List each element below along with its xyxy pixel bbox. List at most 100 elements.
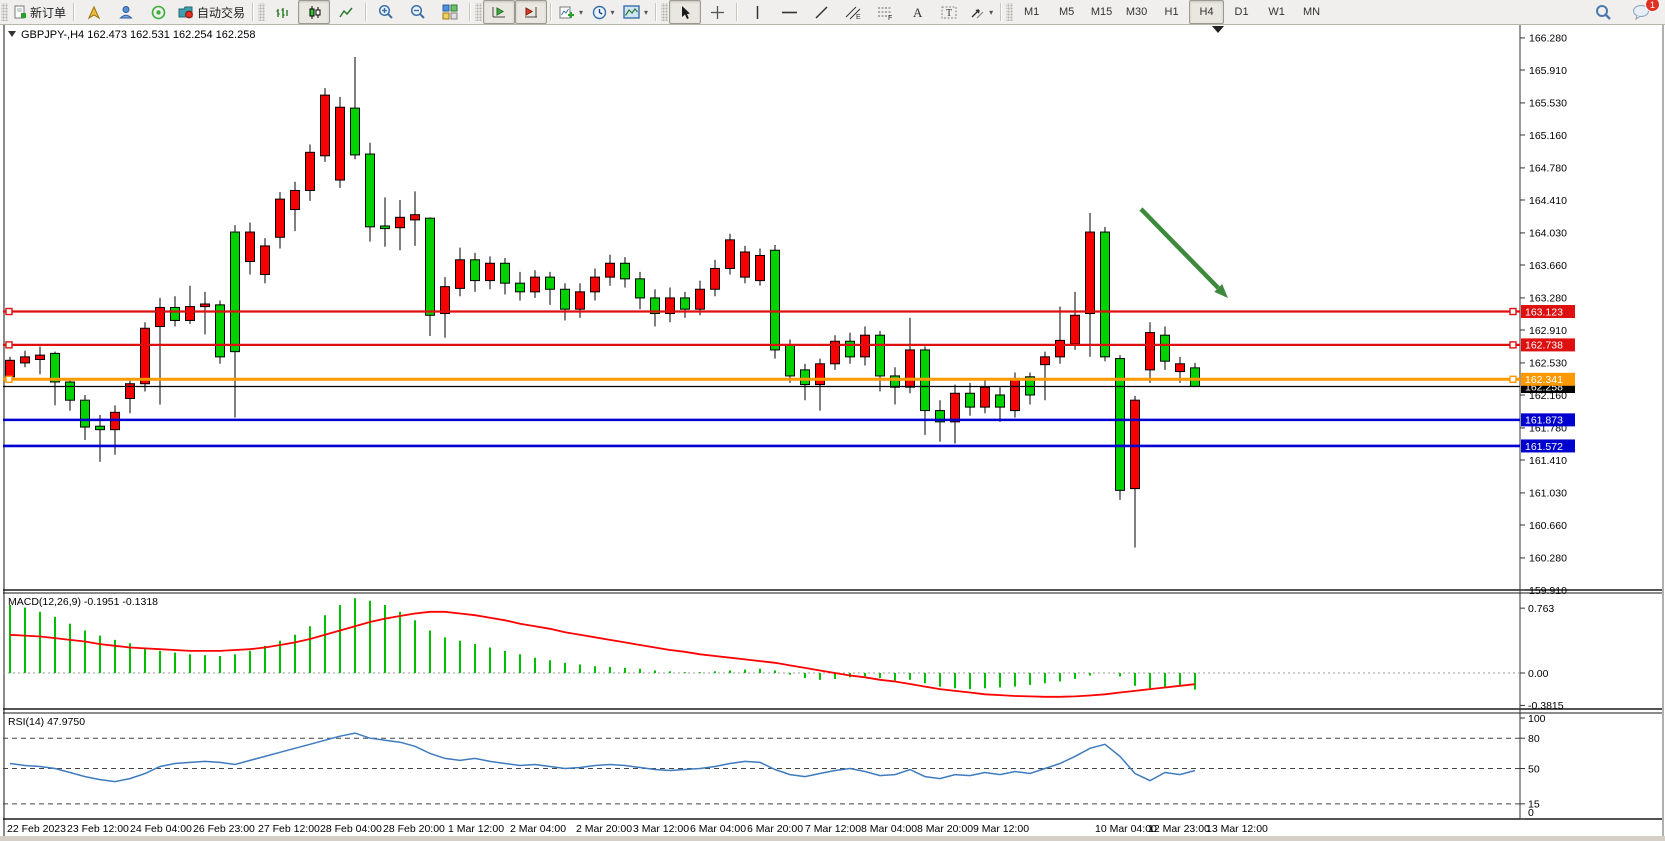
trend-arrow[interactable]: [1139, 207, 1228, 298]
svg-text:24 Feb 04:00: 24 Feb 04:00: [130, 823, 192, 835]
gold-arrow-icon: [87, 5, 100, 19]
shift-marker[interactable]: [1212, 26, 1224, 33]
svg-text:165.160: 165.160: [1529, 130, 1567, 142]
toolbar-grip[interactable]: [1, 3, 8, 21]
text-button[interactable]: A: [901, 0, 933, 24]
price-label: [1521, 305, 1575, 319]
signal-icon: [151, 5, 165, 19]
svg-text:12 Mar 23:00: 12 Mar 23:00: [1148, 823, 1210, 835]
main-toolbar: 新订单 自动交易: [0, 0, 1665, 25]
svg-text:8 Mar 04:00: 8 Mar 04:00: [861, 823, 917, 835]
zoom-in-button[interactable]: [370, 0, 402, 24]
trendline-button[interactable]: [805, 0, 837, 24]
shapes-icon: [971, 8, 984, 18]
svg-text:161.572: 161.572: [1525, 441, 1563, 453]
fibonacci-button[interactable]: F: [869, 0, 901, 24]
tf-d1-button[interactable]: D1: [1234, 6, 1249, 18]
cursor-button[interactable]: [669, 0, 702, 24]
tf-m1-button[interactable]: M1: [1023, 6, 1040, 18]
svg-text:2 Mar 04:00: 2 Mar 04:00: [510, 823, 566, 835]
autotrade-icon: [178, 6, 193, 19]
period-clock-button[interactable]: ▾: [587, 0, 619, 24]
svg-text:163.660: 163.660: [1529, 260, 1567, 272]
notifications-button[interactable]: 1: [1625, 0, 1660, 24]
horizontal-line-icon: [781, 11, 797, 13]
signal-button[interactable]: [142, 0, 174, 24]
svg-text:0.00: 0.00: [1528, 668, 1549, 680]
bar-chart-icon: [276, 7, 288, 18]
tf-m30-button[interactable]: M30: [1125, 6, 1148, 18]
svg-text:162.738: 162.738: [1525, 340, 1563, 352]
hline-handle[interactable]: [5, 341, 13, 349]
candlestick-icon: [309, 5, 321, 19]
chart-title-caret[interactable]: [8, 31, 16, 37]
hline-handle[interactable]: [1509, 341, 1517, 349]
candlestick-button[interactable]: [298, 0, 331, 24]
svg-text:23 Feb 12:00: 23 Feb 12:00: [67, 823, 129, 835]
bar-chart-button[interactable]: [266, 0, 298, 24]
svg-text:160.660: 160.660: [1529, 520, 1567, 532]
macd-pane: 0.763 0.00 -0.3815 MACD(12,26,9) -0.1951 -0…: [3, 596, 1564, 712]
tf-m15-button[interactable]: M15: [1090, 6, 1113, 18]
svg-text:27 Feb 12:00: 27 Feb 12:00: [258, 823, 320, 835]
autoscroll-button[interactable]: [483, 0, 516, 24]
hline-handle[interactable]: [1509, 307, 1517, 316]
vertical-line-button[interactable]: [741, 0, 773, 24]
new-chart-icon: [559, 6, 575, 18]
profile-button[interactable]: [110, 0, 142, 24]
new-order-icon: [14, 5, 26, 19]
text-label-button[interactable]: T: [933, 0, 965, 24]
svg-text:162.530: 162.530: [1529, 358, 1567, 370]
hline-handle[interactable]: [1509, 375, 1517, 384]
search-button[interactable]: [1587, 0, 1619, 24]
tf-w1-button[interactable]: W1: [1268, 6, 1285, 18]
chart-shift-button[interactable]: [515, 0, 548, 24]
tf-h4-button[interactable]: H4: [1189, 0, 1225, 24]
channel-icon: E: [845, 6, 861, 20]
shapes-button[interactable]: ▾: [965, 0, 997, 24]
svg-text:3 Mar 12:00: 3 Mar 12:00: [633, 823, 689, 835]
tf-mn-button[interactable]: MN: [1303, 6, 1321, 18]
svg-text:162.910: 162.910: [1529, 325, 1567, 337]
hline-handle[interactable]: [5, 375, 13, 384]
zoom-out-button[interactable]: [402, 0, 434, 24]
svg-text:10 Mar 04:00: 10 Mar 04:00: [1095, 823, 1157, 835]
channel-button[interactable]: E: [837, 0, 869, 24]
crosshair-button[interactable]: [701, 0, 733, 24]
svg-text:163.123: 163.123: [1525, 306, 1563, 318]
chat-icon: [1633, 5, 1649, 20]
horizontal-line-button[interactable]: [773, 0, 805, 24]
svg-text:1 Mar 12:00: 1 Mar 12:00: [448, 823, 504, 835]
tf-m5-button[interactable]: M5: [1058, 6, 1075, 18]
price-label: [1521, 413, 1575, 427]
tile-windows-button[interactable]: [434, 0, 466, 24]
template-caret: ▾: [644, 7, 649, 17]
svg-text:164.410: 164.410: [1529, 195, 1567, 207]
svg-text:0: 0: [1528, 807, 1534, 819]
svg-text:F: F: [888, 15, 892, 20]
svg-text:50: 50: [1528, 763, 1540, 775]
gold-arrow-button[interactable]: [78, 0, 110, 24]
svg-text:9 Mar 12:00: 9 Mar 12:00: [973, 823, 1029, 835]
line-chart-icon: [338, 7, 353, 17]
svg-text:164.780: 164.780: [1529, 163, 1567, 175]
tf-h1-button[interactable]: H1: [1164, 6, 1179, 18]
auto-trading-button[interactable]: 自动交易: [174, 0, 249, 24]
svg-text:160.280: 160.280: [1529, 553, 1567, 565]
chart-title: GBPJPY-,H4 162.473 162.531 162.254 162.2…: [8, 29, 255, 41]
svg-text:6 Mar 20:00: 6 Mar 20:00: [747, 823, 803, 835]
new-order-button[interactable]: 新订单: [9, 0, 70, 24]
line-chart-button[interactable]: [330, 0, 362, 24]
tile-windows-icon: [442, 4, 458, 20]
profile-icon: [118, 5, 133, 18]
svg-text:159.910: 159.910: [1529, 585, 1567, 597]
svg-text:15: 15: [1528, 799, 1540, 811]
template-button[interactable]: ▾: [619, 0, 652, 24]
new-chart-button[interactable]: ▾: [555, 0, 587, 24]
hline-handle[interactable]: [5, 307, 13, 316]
svg-text:165.530: 165.530: [1529, 98, 1567, 110]
svg-text:28 Feb 04:00: 28 Feb 04:00: [320, 823, 382, 835]
svg-text:26 Feb 23:00: 26 Feb 23:00: [193, 823, 255, 835]
